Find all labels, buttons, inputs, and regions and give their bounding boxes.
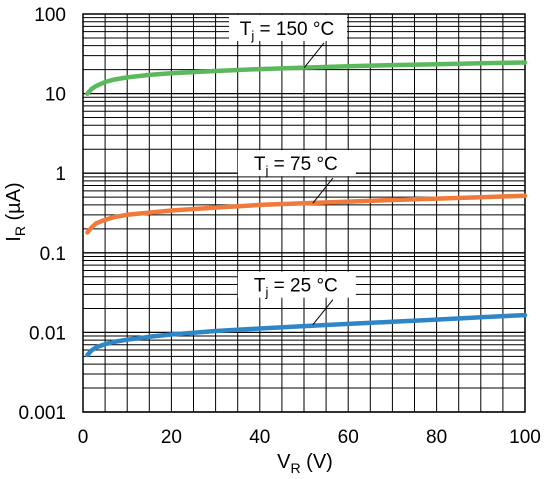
series-label-sub: j — [265, 163, 269, 178]
grid — [82, 14, 526, 413]
series-label: Tj = 25 °C — [254, 276, 338, 300]
series-label-rest: = 150 °C — [254, 19, 334, 40]
x-tick-label: 100 — [509, 427, 541, 448]
x-axis-label-sub: R — [291, 460, 301, 474]
x-axis-label-main: V — [277, 451, 291, 473]
y-axis-label: IR (µA) — [3, 182, 28, 241]
series-label-main: T — [254, 154, 266, 175]
series-label-leader — [303, 42, 325, 69]
series-label-rest: = 25 °C — [268, 276, 337, 297]
x-tick-label: 60 — [338, 427, 359, 448]
x-axis-label: VR (V) — [277, 451, 333, 474]
series-label-sub: j — [250, 28, 254, 43]
series-label-rest: = 75 °C — [268, 154, 337, 175]
series-label-leader — [312, 177, 334, 204]
x-tick-label: 20 — [161, 427, 182, 448]
x-tick-label: 0 — [78, 427, 89, 448]
series-label-main: T — [240, 19, 252, 40]
series-label-main: T — [254, 276, 266, 297]
series-label-box — [229, 14, 347, 41]
axes: 0 20 40 60 80 100 0.001 0.01 0.1 1 10 100 — [18, 5, 540, 448]
y-tick-label: 100 — [34, 5, 66, 26]
series-label-box — [237, 150, 356, 177]
series — [85, 60, 528, 358]
series-label: Tj = 150 °C — [240, 19, 334, 43]
series-label-leader — [312, 299, 334, 325]
x-tick-label: 40 — [249, 427, 270, 448]
series-line-2 — [85, 312, 528, 358]
series-line-0 — [85, 60, 528, 96]
y-axis-label-main: I — [3, 236, 25, 242]
series-label-box — [237, 271, 356, 298]
plot-frame — [82, 13, 526, 413]
series-labels: Tj = 150 °CTj = 75 °CTj = 25 °C — [229, 14, 356, 325]
series-label: Tj = 75 °C — [254, 154, 338, 178]
y-tick-label: 0.001 — [18, 403, 66, 424]
x-tick-label: 80 — [426, 427, 447, 448]
y-tick-label: 10 — [45, 85, 66, 106]
series-line-1 — [85, 193, 528, 235]
x-axis-label-unit: (V) — [301, 451, 333, 473]
y-tick-label: 0.01 — [29, 323, 66, 344]
y-axis-label-unit: (µA) — [3, 182, 25, 226]
series-label-sub: j — [265, 285, 269, 300]
y-tick-label: 0.1 — [40, 244, 66, 265]
y-tick-label: 1 — [55, 164, 66, 185]
y-axis-label-sub: R — [12, 226, 28, 236]
